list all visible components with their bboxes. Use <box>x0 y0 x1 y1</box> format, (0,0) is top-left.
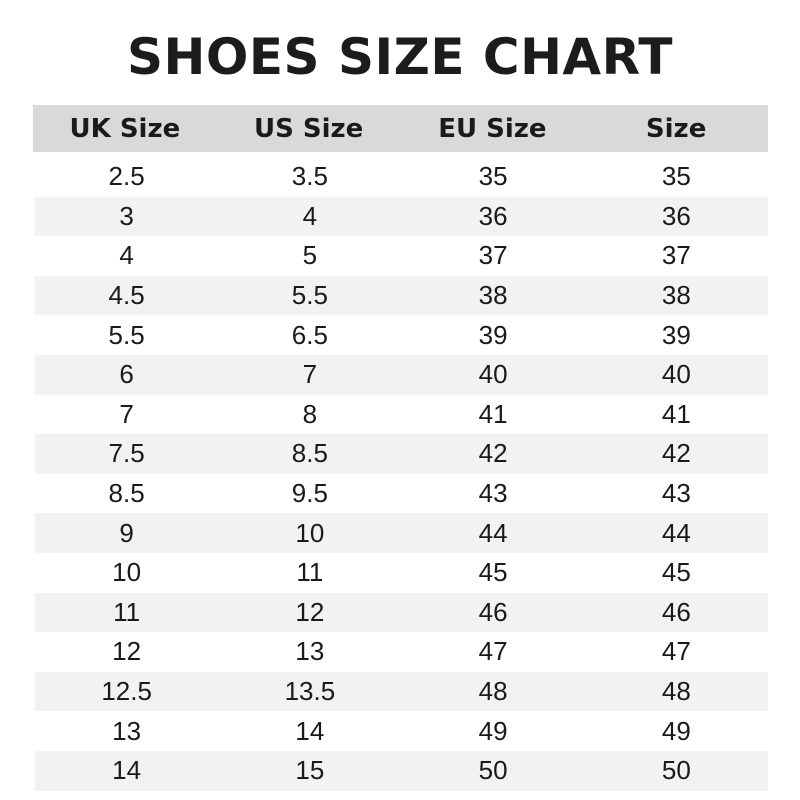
cell-eu-size: 47 <box>478 636 508 667</box>
cell-uk-size: 7 <box>119 398 134 429</box>
cell-eu-size: 39 <box>478 319 508 350</box>
cell-uk-size: 12.5 <box>101 676 152 707</box>
cell-us-size: 14 <box>295 715 325 746</box>
cell-eu-size: 45 <box>478 557 508 588</box>
cell-size: 38 <box>661 280 691 311</box>
table-row: 9 10 44 44 <box>35 513 768 553</box>
cell-us-size: 12 <box>295 596 325 627</box>
cell-us-size: 8.5 <box>291 438 328 469</box>
cell-size: 49 <box>661 715 691 746</box>
cell-uk-size: 12 <box>112 636 142 667</box>
table-header: UK Size US Size EU Size Size <box>33 105 768 152</box>
cell-size: 44 <box>661 517 691 548</box>
cell-us-size: 6.5 <box>291 319 328 350</box>
table-row: 11 12 46 46 <box>35 592 768 633</box>
cell-uk-size: 2.5 <box>108 161 145 192</box>
cell-uk-size: 6 <box>119 359 134 390</box>
cell-uk-size: 11 <box>113 596 141 627</box>
cell-size: 48 <box>661 676 691 707</box>
cell-eu-size: 37 <box>478 240 508 271</box>
cell-us-size: 7 <box>302 359 318 390</box>
cell-eu-size: 49 <box>478 715 508 746</box>
cell-size: 41 <box>661 398 691 429</box>
table-row: 4 5 37 37 <box>35 236 768 276</box>
cell-eu-size: 41 <box>478 398 508 429</box>
table-row: 2.5 3.5 35 35 <box>35 157 768 197</box>
table-row: 8.5 9.5 43 43 <box>35 474 768 514</box>
cell-uk-size: 13 <box>112 715 142 746</box>
cell-us-size: 5.5 <box>291 280 328 311</box>
cell-us-size: 3.5 <box>291 161 328 192</box>
cell-size: 42 <box>661 438 691 469</box>
cell-uk-size: 10 <box>112 557 142 588</box>
cell-us-size: 9.5 <box>291 478 328 509</box>
table-row: 12 13 47 47 <box>35 632 768 672</box>
cell-size: 35 <box>661 161 691 192</box>
table-row: 14 15 50 50 <box>35 750 768 791</box>
cell-eu-size: 38 <box>478 280 508 311</box>
cell-size: 37 <box>661 240 691 271</box>
cell-size: 40 <box>661 359 691 390</box>
cell-eu-size: 48 <box>478 676 508 707</box>
cell-us-size: 13 <box>295 636 325 667</box>
size-table: UK Size US Size EU Size Size 2.5 3.5 35 35 3… <box>33 105 768 791</box>
table-body: 2.5 3.5 35 35 3 4 36 36 4 5 37 37 4.5 5.5 38 38 5.5 6.5 39… <box>33 157 768 791</box>
cell-us-size: 4 <box>302 200 318 231</box>
header-eu-size: EU Size <box>438 113 547 144</box>
table-row: 13 14 49 49 <box>35 711 768 751</box>
cell-uk-size: 5.5 <box>108 319 145 350</box>
table-row: 6 7 40 40 <box>35 354 768 395</box>
cell-uk-size: 4.5 <box>108 280 145 311</box>
cell-size: 47 <box>661 636 691 667</box>
table-row: 5.5 6.5 39 39 <box>35 315 768 355</box>
cell-size: 36 <box>661 200 691 231</box>
cell-uk-size: 3 <box>119 200 134 231</box>
cell-size: 39 <box>661 319 691 350</box>
header-us-size: US Size <box>253 113 364 144</box>
cell-uk-size: 14 <box>112 755 142 786</box>
cell-uk-size: 9 <box>119 517 134 548</box>
table-row: 7 8 41 41 <box>35 395 768 435</box>
cell-eu-size: 44 <box>478 517 508 548</box>
cell-us-size: 8 <box>302 398 318 429</box>
cell-eu-size: 40 <box>478 359 508 390</box>
header-uk-size: UK Size <box>69 113 181 144</box>
table-row: 3 4 36 36 <box>35 196 768 237</box>
page-title: SHOES SIZE CHART <box>127 28 673 86</box>
table-row: 12.5 13.5 48 48 <box>35 671 768 712</box>
table-row: 10 11 45 45 <box>35 553 768 593</box>
cell-eu-size: 46 <box>478 596 508 627</box>
header-size: Size <box>645 113 707 144</box>
table-row: 7.5 8.5 42 42 <box>35 434 768 474</box>
cell-uk-size: 8.5 <box>108 478 145 509</box>
cell-uk-size: 7.5 <box>108 438 145 469</box>
cell-size: 46 <box>661 596 691 627</box>
cell-uk-size: 4 <box>119 240 134 271</box>
cell-eu-size: 42 <box>478 438 508 469</box>
cell-size: 45 <box>661 557 691 588</box>
cell-eu-size: 35 <box>478 161 508 192</box>
cell-us-size: 10 <box>295 517 325 548</box>
cell-us-size: 11 <box>296 557 324 588</box>
cell-eu-size: 36 <box>478 200 508 231</box>
cell-size: 50 <box>661 755 691 786</box>
cell-eu-size: 43 <box>478 478 508 509</box>
cell-eu-size: 50 <box>478 755 508 786</box>
cell-us-size: 13.5 <box>284 676 336 707</box>
cell-size: 43 <box>661 478 691 509</box>
table-row: 4.5 5.5 38 38 <box>35 275 768 316</box>
cell-us-size: 5 <box>302 240 318 271</box>
cell-us-size: 15 <box>295 755 325 786</box>
